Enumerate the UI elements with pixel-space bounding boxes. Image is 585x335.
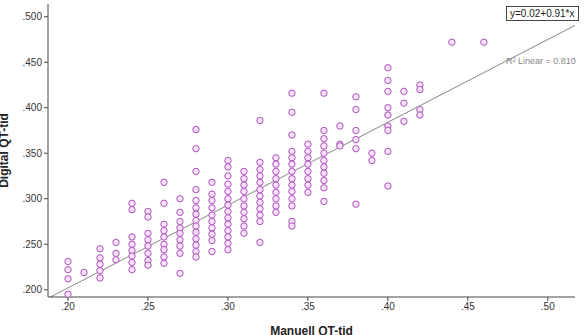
svg-text:.350: .350 [23, 148, 43, 159]
svg-text:.45: .45 [461, 301, 475, 312]
svg-text:.400: .400 [23, 102, 43, 113]
svg-text:.300: .300 [23, 193, 43, 204]
svg-text:.450: .450 [23, 57, 43, 68]
svg-text:.200: .200 [23, 284, 43, 295]
svg-text:.50: .50 [541, 301, 555, 312]
svg-text:.20: .20 [61, 301, 75, 312]
svg-text:.35: .35 [301, 301, 315, 312]
html-text:y=0.02+0.91*x: y=0.02+0.91*x [510, 8, 575, 19]
html-text:R² Linear = 0.810: R² Linear = 0.810 [506, 56, 576, 66]
svg-text:.500: .500 [23, 11, 43, 22]
svg-text:Manuell QT-tid: Manuell QT-tid [270, 324, 353, 335]
svg-text:.25: .25 [141, 301, 155, 312]
svg-text:.40: .40 [381, 301, 395, 312]
svg-text:.30: .30 [221, 301, 235, 312]
svg-text:Digital QT-tid: Digital QT-tid [8, 113, 11, 188]
svg-text:.250: .250 [23, 239, 43, 250]
